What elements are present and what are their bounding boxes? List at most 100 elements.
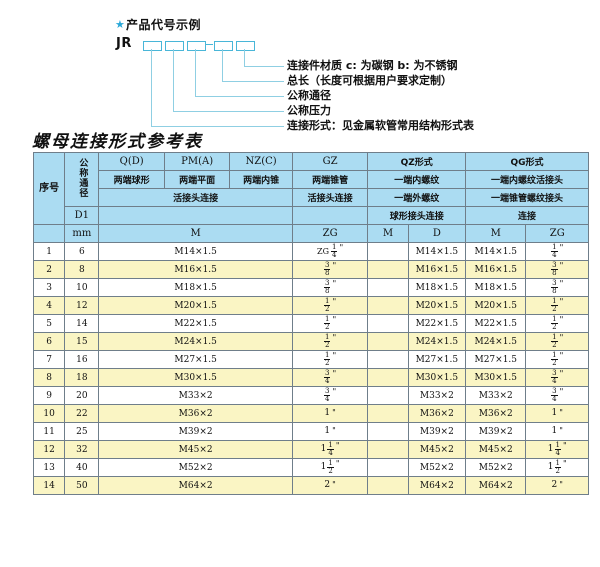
product-code-diagram: ★ 产品代号示例 JR 连接件材质 c: 为碳钢 b: 为不锈钢 总长（长度可根…	[0, 0, 600, 131]
code-box-5	[236, 41, 255, 51]
inch-mark: "	[559, 425, 563, 435]
denominator: 2	[554, 467, 561, 475]
cell-qg-m: M64×2	[465, 476, 527, 495]
cell-bore: 10	[64, 278, 100, 297]
cell-gz: ZG 1 4 "	[291, 242, 369, 261]
cell-thread-m: M39×2	[98, 422, 293, 441]
cell-thread-m: M64×2	[98, 476, 293, 495]
leader-line-2-v	[222, 49, 223, 81]
whole-number: 1	[551, 407, 558, 418]
cell-bore: 50	[64, 476, 100, 495]
numerator: 1	[325, 351, 330, 359]
numerator: 1	[552, 333, 557, 341]
fraction-value: 3 8 "	[324, 280, 336, 295]
th-index-label: 序号	[39, 183, 60, 194]
cell-gz: 3 8 "	[291, 278, 369, 297]
th-d1-qg: 连接	[465, 206, 589, 225]
cell-index: 5	[32, 314, 66, 333]
fraction-value: 1 1 2 "	[548, 460, 567, 475]
cell-index: 9	[32, 386, 66, 405]
inch-mark: "	[332, 425, 336, 435]
cell-qg-m: M18×1.5	[465, 278, 527, 297]
leader-line-1-v	[244, 49, 245, 66]
denominator: 2	[327, 467, 334, 475]
fraction-value: 1 2 "	[551, 298, 563, 313]
diagram-label-material: 连接件材质 c: 为碳钢 b: 为不锈钢	[287, 59, 458, 72]
denominator: 4	[324, 377, 331, 385]
inch-mark: "	[332, 479, 336, 489]
denominator: 2	[324, 323, 331, 331]
th-bore: 公称通径	[64, 152, 100, 207]
th-union-qz: 一端外螺纹	[367, 188, 467, 207]
whole-number: 1	[320, 444, 327, 454]
cell-qg-zg: 1 "	[525, 404, 589, 423]
leader-line-5-v	[151, 49, 152, 126]
cell-gz: 1 2 "	[291, 332, 369, 351]
cell-gz: 1 2 "	[291, 314, 369, 333]
cell-gz: 1 1 4 "	[291, 440, 369, 459]
th-group-qz: QZ形式	[367, 152, 467, 171]
inch-mark: "	[559, 407, 563, 417]
inch-mark: "	[332, 261, 337, 270]
denominator: 2	[551, 341, 558, 349]
cell-qg-zg: 3 4 "	[525, 368, 589, 387]
cell-qg-zg: 1 2 "	[525, 296, 589, 315]
cell-bore: 25	[64, 422, 100, 441]
th-unit-qz-d: D	[407, 224, 467, 243]
denominator: 2	[551, 323, 558, 331]
cell-thread-m: M24×1.5	[98, 332, 293, 351]
star-icon: ★	[115, 18, 125, 31]
cell-qg-m: M14×1.5	[465, 242, 527, 261]
leader-line-3-h	[195, 96, 284, 97]
cell-qz-m	[367, 242, 409, 261]
whole-number: 2	[551, 479, 558, 490]
denominator: 4	[551, 251, 558, 259]
cell-gz: 3 4 "	[291, 368, 369, 387]
cell-bore: 6	[64, 242, 100, 261]
inch-mark: "	[559, 297, 564, 306]
inch-mark: "	[332, 407, 336, 417]
numerator: 1	[325, 315, 330, 323]
denominator: 4	[551, 395, 558, 403]
inch-mark: "	[335, 459, 340, 468]
th-unit-left-m: M	[98, 224, 293, 243]
fraction-value: 1 "	[552, 425, 563, 436]
fraction-value: 3 8 "	[551, 280, 563, 295]
cell-qg-m: M22×1.5	[465, 314, 527, 333]
denominator: 8	[324, 269, 331, 277]
th-unit-qg-zg: ZG	[525, 224, 589, 243]
numerator: 1	[325, 297, 330, 305]
table-row: 14 50 M64×2 2 " M64×2 M64×2 2 "	[32, 476, 589, 495]
table-row: 5 14 M22×1.5 1 2 " M22×1.5 M22×1.5 1 2 "	[32, 314, 589, 333]
table-row: 1 6 M14×1.5 ZG 1 4 " M14×1.5 M14×1.5 1 4 "	[32, 242, 589, 261]
cell-qz-d: M45×2	[407, 440, 467, 459]
fraction-value: 3 4 "	[324, 370, 336, 385]
cell-gz: 3 4 "	[291, 386, 369, 405]
cell-qg-zg: 1 2 "	[525, 350, 589, 369]
cell-qz-d: M24×1.5	[407, 332, 467, 351]
fraction-value: 1 4 "	[551, 244, 563, 259]
numerator: 3	[325, 369, 330, 377]
cell-qz-m	[367, 314, 409, 333]
cell-gz: 1 2 "	[291, 296, 369, 315]
cell-bore: 40	[64, 458, 100, 477]
cell-bore: 18	[64, 368, 100, 387]
th-group-qd: Q(D)	[98, 152, 165, 171]
inch-mark: "	[559, 315, 564, 324]
fraction-value: 1 2 "	[324, 352, 336, 367]
cell-qz-d: M64×2	[407, 476, 467, 495]
numerator: 3	[552, 369, 557, 377]
inch-mark: "	[559, 479, 563, 489]
inch-mark: "	[335, 441, 340, 450]
denominator: 4	[330, 251, 338, 259]
cell-thread-m: M14×1.5	[98, 242, 293, 261]
cell-thread-m: M20×1.5	[98, 296, 293, 315]
numerator: 1	[331, 243, 337, 251]
th-d1-left	[98, 206, 293, 225]
